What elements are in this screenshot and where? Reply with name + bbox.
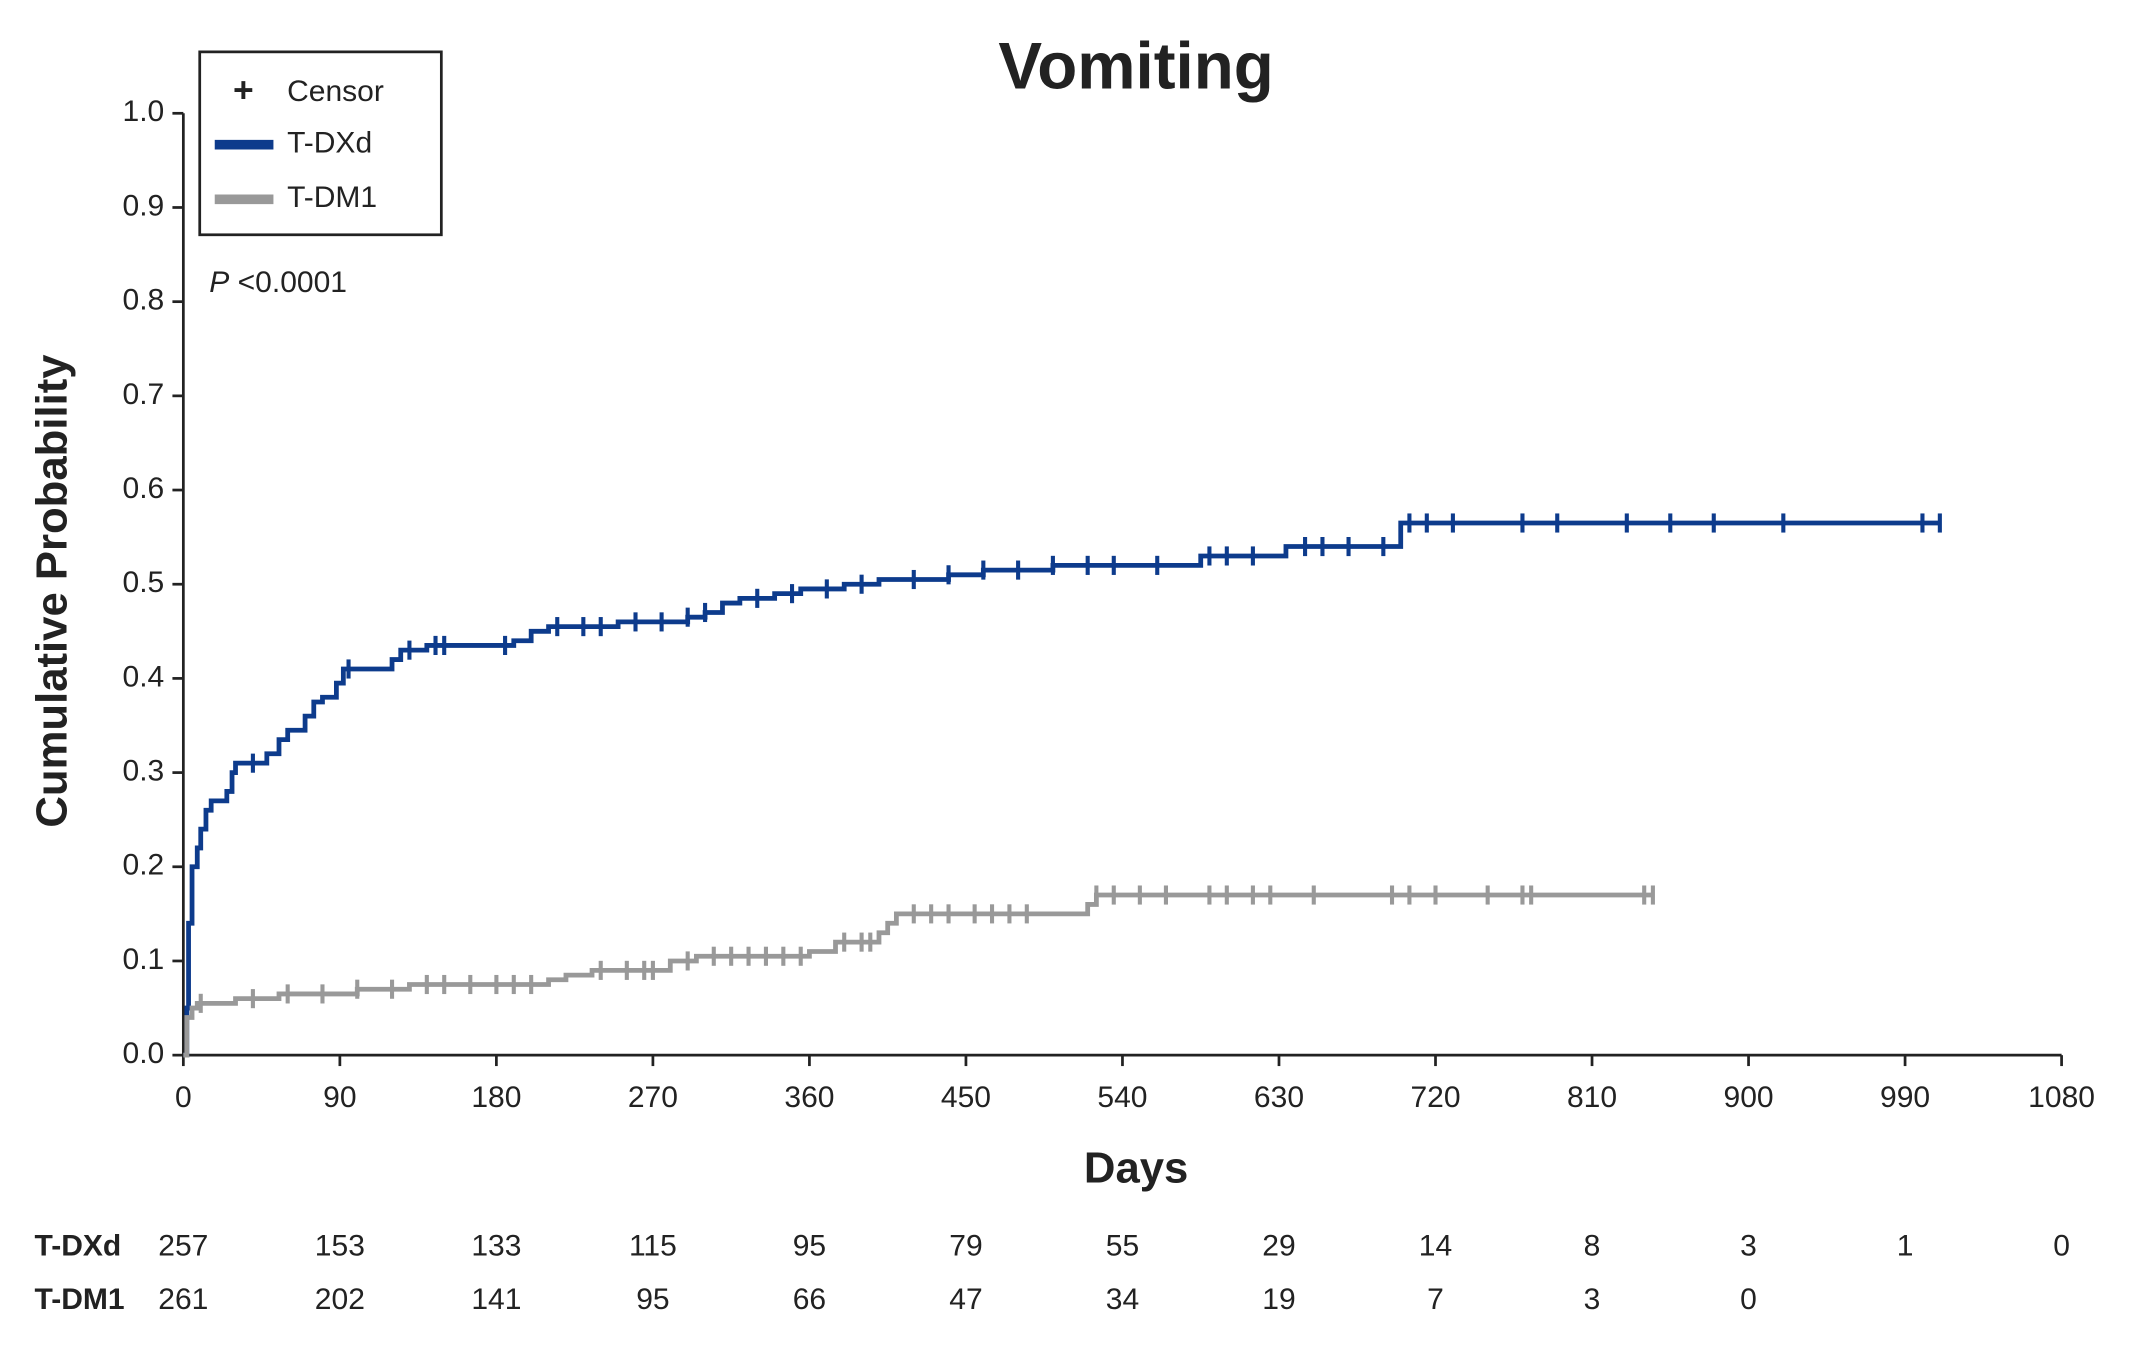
- risk-count: 3: [1740, 1230, 1757, 1263]
- x-tick-label: 360: [784, 1081, 834, 1114]
- risk-count: 257: [158, 1230, 208, 1263]
- legend-label: Censor: [287, 75, 384, 108]
- risk-count: 55: [1106, 1230, 1139, 1263]
- x-tick-label: 270: [628, 1081, 678, 1114]
- y-tick-label: 1.0: [123, 95, 165, 128]
- km-curve: [183, 892, 1653, 1058]
- risk-count: 95: [636, 1283, 669, 1316]
- x-tick-label: 990: [1880, 1081, 1930, 1114]
- risk-table-label: T-DM1: [35, 1283, 125, 1316]
- risk-count: 1: [1897, 1230, 1914, 1263]
- x-tick-label: 180: [471, 1081, 521, 1114]
- risk-count: 8: [1584, 1230, 1601, 1263]
- x-tick-label: 540: [1097, 1081, 1147, 1114]
- x-axis-label: Days: [1084, 1144, 1188, 1193]
- y-tick-label: 0.7: [123, 378, 165, 411]
- risk-count: 29: [1262, 1230, 1295, 1263]
- risk-count: 0: [1740, 1283, 1757, 1316]
- legend-censor-symbol: +: [233, 70, 254, 110]
- risk-table-label: T-DXd: [35, 1230, 122, 1263]
- risk-count: 19: [1262, 1283, 1295, 1316]
- risk-count: 202: [315, 1283, 365, 1316]
- y-tick-label: 0.2: [123, 849, 165, 882]
- x-tick-label: 0: [175, 1081, 192, 1114]
- y-tick-label: 0.4: [123, 660, 165, 693]
- legend-label: T-DM1: [287, 181, 377, 214]
- risk-count: 0: [2053, 1230, 2070, 1263]
- p-value: P <0.0001: [209, 266, 347, 299]
- risk-count: 34: [1106, 1283, 1139, 1316]
- risk-count: 95: [793, 1230, 826, 1263]
- km-curve: [183, 520, 1940, 1058]
- x-tick-label: 450: [941, 1081, 991, 1114]
- x-tick-label: 90: [323, 1081, 356, 1114]
- y-tick-label: 0.8: [123, 284, 165, 317]
- risk-count: 153: [315, 1230, 365, 1263]
- y-axis-label: Cumulative Probability: [28, 354, 77, 828]
- risk-count: 79: [949, 1230, 982, 1263]
- risk-count: 47: [949, 1283, 982, 1316]
- x-tick-label: 1080: [2028, 1081, 2095, 1114]
- risk-count: 3: [1584, 1283, 1601, 1316]
- chart-title: Vomiting: [998, 29, 1273, 102]
- risk-count: 115: [629, 1230, 677, 1263]
- x-tick-label: 900: [1723, 1081, 1773, 1114]
- risk-count: 14: [1419, 1230, 1452, 1263]
- x-tick-label: 720: [1410, 1081, 1460, 1114]
- y-tick-label: 0.9: [123, 189, 165, 222]
- x-tick-label: 810: [1567, 1081, 1617, 1114]
- legend-label: T-DXd: [287, 127, 372, 160]
- risk-count: 133: [471, 1230, 521, 1263]
- y-tick-label: 0.6: [123, 472, 165, 505]
- p-symbol: P: [209, 266, 229, 299]
- risk-count: 141: [471, 1283, 521, 1316]
- p-rest: <0.0001: [229, 266, 347, 299]
- y-tick-label: 0.5: [123, 566, 165, 599]
- y-tick-label: 0.3: [123, 755, 165, 788]
- y-tick-label: 0.1: [123, 943, 165, 976]
- risk-count: 261: [158, 1283, 208, 1316]
- risk-count: 66: [793, 1283, 826, 1316]
- x-tick-label: 630: [1254, 1081, 1304, 1114]
- risk-count: 7: [1427, 1283, 1444, 1316]
- y-tick-label: 0.0: [123, 1037, 165, 1070]
